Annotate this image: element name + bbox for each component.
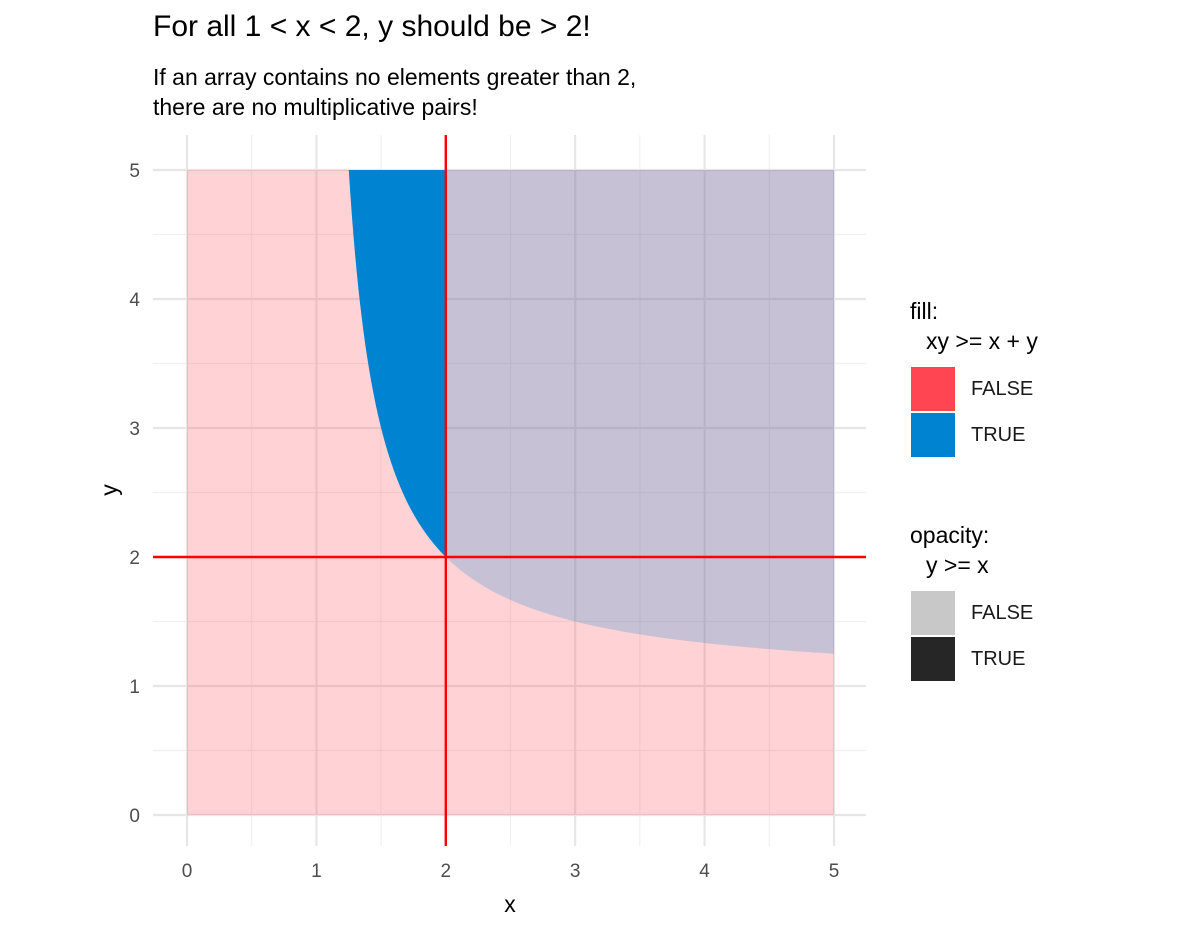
fill-legend-item-false: FALSE <box>910 366 1038 412</box>
region-fills <box>187 170 834 815</box>
fill-true-label: TRUE <box>971 423 1026 446</box>
region-fill-true-dark <box>348 170 446 557</box>
opacity-legend-item-false: FALSE <box>910 590 1033 636</box>
fill-false-swatch <box>910 366 956 412</box>
opacity-false-swatch <box>910 590 956 636</box>
y-tick-label: 4 <box>129 290 140 311</box>
opacity-true-swatch <box>910 636 956 682</box>
fill-legend-title-line-2: xy >= x + y <box>926 328 1038 354</box>
region-fill-false <box>187 170 834 815</box>
x-tick-label: 5 <box>829 861 840 882</box>
fill-legend: fill: xy >= x + y FALSE TRUE <box>910 296 1038 458</box>
x-axis-label: x <box>504 891 516 917</box>
y-tick-label: 0 <box>129 806 140 827</box>
opacity-legend-title-line-1: opacity: <box>910 522 990 548</box>
x-tick-label: 2 <box>441 861 452 882</box>
chart-subtitle: If an array contains no elements greater… <box>153 62 636 122</box>
fill-legend-title-line-1: fill: <box>910 298 939 324</box>
x-tick-label: 4 <box>699 861 710 882</box>
subtitle-line-1: If an array contains no elements greater… <box>153 64 637 90</box>
opacity-legend-title: opacity: y >= x <box>910 520 1033 580</box>
y-axis-label: y <box>96 484 122 496</box>
fill-legend-item-true: TRUE <box>910 412 1038 458</box>
opacity-legend-item-true: TRUE <box>910 636 1033 682</box>
fill-false-label: FALSE <box>971 377 1034 400</box>
y-tick-label: 3 <box>129 419 140 440</box>
subtitle-line-2: there are no multiplicative pairs! <box>153 94 478 120</box>
opacity-false-label: FALSE <box>971 601 1034 624</box>
y-tick-label: 5 <box>129 161 140 182</box>
x-tick-label: 1 <box>311 861 322 882</box>
x-tick-labels: 0 1 2 3 4 5 <box>182 861 840 882</box>
opacity-legend-title-line-2: y >= x <box>926 552 989 578</box>
y-tick-labels: 0 1 2 3 4 5 <box>129 161 140 827</box>
y-tick-label: 1 <box>129 677 140 698</box>
fill-legend-title: fill: xy >= x + y <box>910 296 1038 356</box>
x-tick-label: 3 <box>570 861 581 882</box>
opacity-true-label: TRUE <box>971 647 1026 670</box>
y-tick-label: 2 <box>129 548 140 569</box>
region-fill-true-light <box>445 170 834 654</box>
fill-true-swatch <box>910 412 956 458</box>
reference-lines <box>153 135 866 846</box>
opacity-legend: opacity: y >= x FALSE TRUE <box>910 520 1033 682</box>
x-tick-label: 0 <box>182 861 193 882</box>
chart-title: For all 1 < x < 2, y should be > 2! <box>153 10 591 43</box>
